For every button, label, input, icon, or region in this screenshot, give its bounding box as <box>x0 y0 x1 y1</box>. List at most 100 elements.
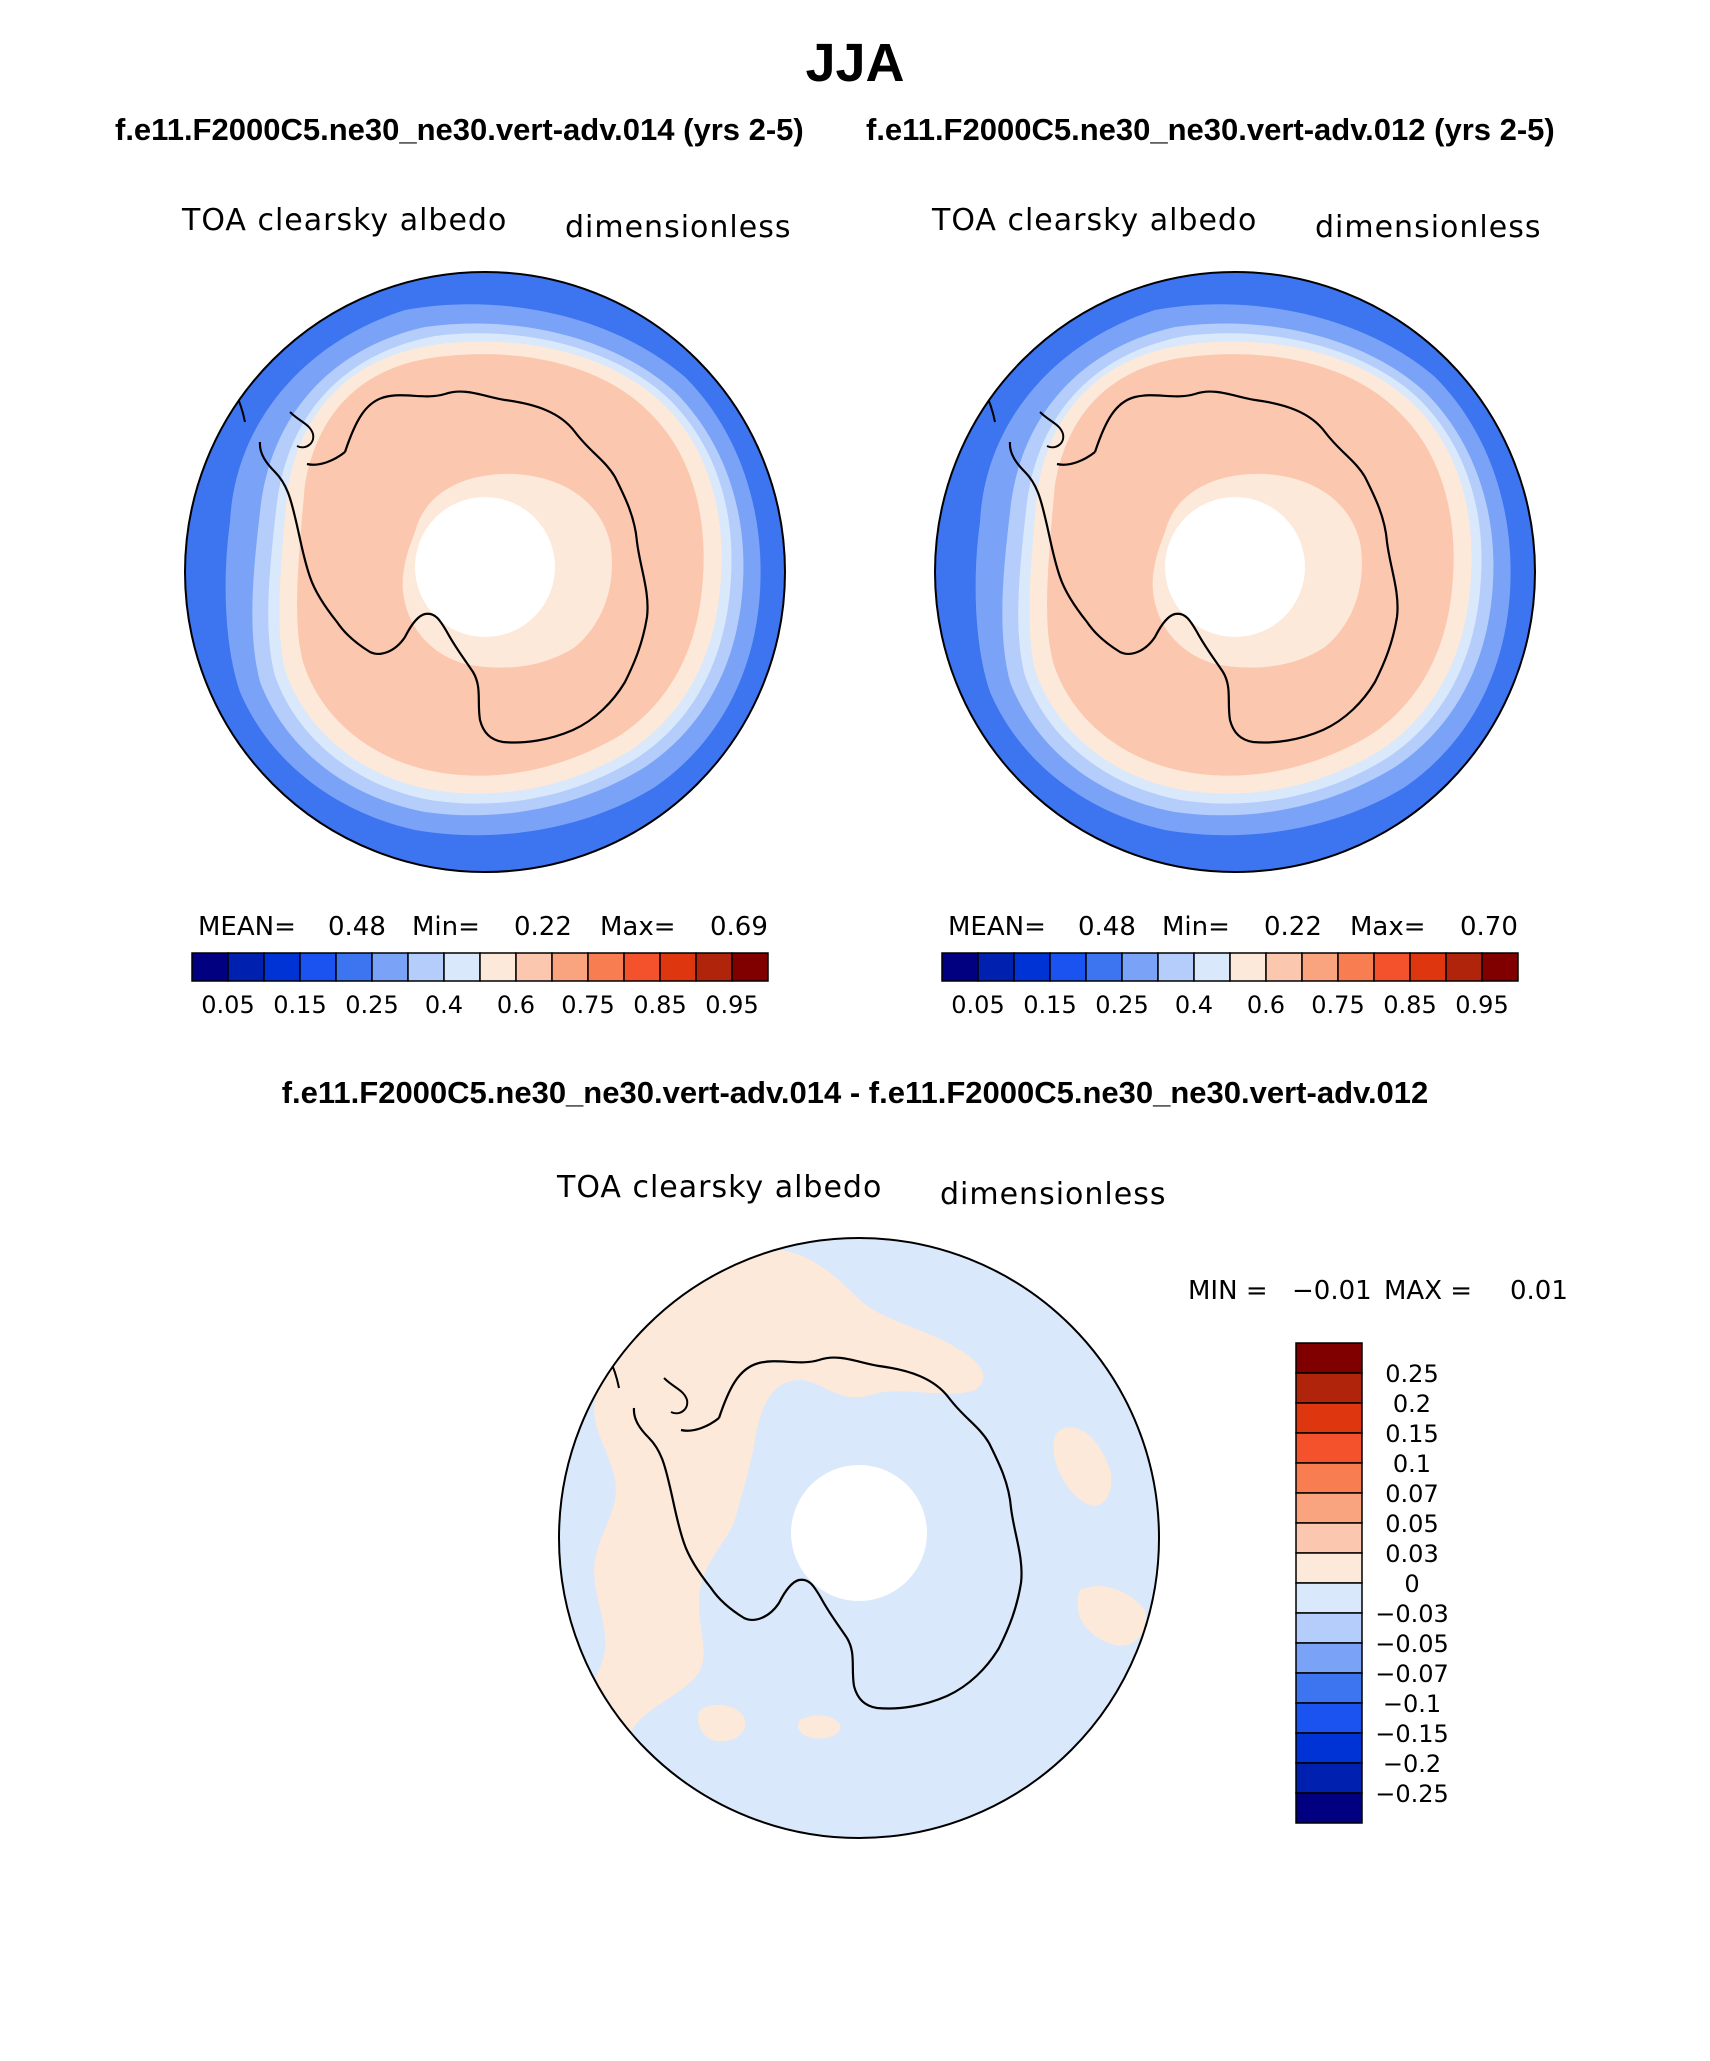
diff-colorbar-swatch <box>1295 1342 1363 1374</box>
right-colorbar-swatch <box>1085 952 1123 982</box>
diff-variable-label: TOA clearsky albedo <box>557 1170 883 1205</box>
left-colorbar-tick-label: 0.4 <box>425 991 463 1019</box>
diff-case-title: f.e11.F2000C5.ne30_ne30.vert-adv.014 - f… <box>281 1075 1429 1110</box>
right-colorbar-swatch <box>1265 952 1303 982</box>
left-colorbar-swatch <box>659 952 697 982</box>
left-colorbar-swatch <box>191 952 229 982</box>
right-min-label: Min= <box>1162 912 1230 942</box>
figure-title: JJA <box>805 33 905 93</box>
left-colorbar-swatch <box>587 952 625 982</box>
left-colorbar-tick-label: 0.75 <box>561 991 614 1019</box>
right-colorbar-swatch <box>1301 952 1339 982</box>
diff-colorbar-swatch <box>1295 1642 1363 1674</box>
right-colorbar-swatch <box>1121 952 1159 982</box>
diff-colorbar-tick-label: −0.07 <box>1375 1660 1449 1688</box>
diff-colorbar: 0.250.20.150.10.070.050.030−0.03−0.05−0.… <box>1295 1342 1449 1824</box>
left-min-value: 0.22 <box>514 912 572 942</box>
left-colorbar-swatch <box>263 952 301 982</box>
left-colorbar-swatch <box>479 952 517 982</box>
diff-colorbar-swatch <box>1295 1372 1363 1404</box>
right-variable-label: TOA clearsky albedo <box>932 203 1258 238</box>
left-colorbar-swatch <box>551 952 589 982</box>
diff-polar-map <box>558 1237 1160 1839</box>
diff-max-value: 0.01 <box>1510 1276 1568 1306</box>
right-max-label: Max= <box>1350 912 1426 942</box>
right-colorbar-tick-label: 0.4 <box>1175 991 1213 1019</box>
diff-colorbar-swatch <box>1295 1402 1363 1434</box>
diff-colorbar-swatch <box>1295 1672 1363 1704</box>
left-mean-label: MEAN= <box>198 912 296 942</box>
right-colorbar-swatch <box>1373 952 1411 982</box>
left-polar-map <box>184 271 786 873</box>
right-colorbar-swatch <box>1157 952 1195 982</box>
left-colorbar-swatch <box>443 952 481 982</box>
diff-colorbar-tick-label: 0.1 <box>1393 1450 1431 1478</box>
right-max-value: 0.70 <box>1460 912 1518 942</box>
right-case-title: f.e11.F2000C5.ne30_ne30.vert-adv.012 (yr… <box>866 112 1555 147</box>
left-colorbar-swatch <box>515 952 553 982</box>
diff-colorbar-tick-label: 0.07 <box>1385 1480 1438 1508</box>
right-colorbar-swatch <box>1229 952 1267 982</box>
diff-colorbar-swatch <box>1295 1432 1363 1464</box>
right-colorbar-swatch <box>1481 952 1519 982</box>
right-colorbar-swatch <box>1409 952 1447 982</box>
left-case-title: f.e11.F2000C5.ne30_ne30.vert-adv.014 (yr… <box>115 112 804 147</box>
diff-colorbar-tick-label: 0 <box>1404 1570 1419 1598</box>
left-colorbar-tick-label: 0.6 <box>497 991 535 1019</box>
left-colorbar-tick-label: 0.05 <box>201 991 254 1019</box>
right-colorbar-swatch <box>941 952 979 982</box>
diff-colorbar-tick-label: −0.03 <box>1375 1600 1449 1628</box>
left-colorbar-swatch <box>623 952 661 982</box>
left-min-label: Min= <box>412 912 480 942</box>
diff-colorbar-swatch <box>1295 1612 1363 1644</box>
right-colorbar-tick-label: 0.6 <box>1247 991 1285 1019</box>
diff-colorbar-tick-label: 0.2 <box>1393 1390 1431 1418</box>
diff-colorbar-swatch <box>1295 1582 1363 1614</box>
diff-colorbar-tick-label: 0.25 <box>1385 1360 1438 1388</box>
left-units-label: dimensionless <box>565 210 792 245</box>
left-max-label: Max= <box>600 912 676 942</box>
left-max-value: 0.69 <box>710 912 768 942</box>
diff-colorbar-swatch <box>1295 1492 1363 1524</box>
right-colorbar: 0.05 0.15 0.25 0.4 0.6 0.75 0.85 0.95 <box>941 952 1519 1019</box>
right-polar-map <box>934 271 1536 873</box>
diff-colorbar-swatch <box>1295 1762 1363 1794</box>
left-colorbar-tick-label: 0.85 <box>633 991 686 1019</box>
diff-colorbar-tick-label: 0.03 <box>1385 1540 1438 1568</box>
diff-colorbar-tick-label: −0.1 <box>1383 1690 1441 1718</box>
diff-colorbar-tick-label: 0.15 <box>1385 1420 1438 1448</box>
left-colorbar-swatch <box>227 952 265 982</box>
right-colorbar-tick-label: 0.85 <box>1383 991 1436 1019</box>
right-mean-label: MEAN= <box>948 912 1046 942</box>
diff-colorbar-swatch <box>1295 1462 1363 1494</box>
diff-colorbar-swatch <box>1295 1732 1363 1764</box>
right-colorbar-swatch <box>977 952 1015 982</box>
diff-colorbar-swatch <box>1295 1522 1363 1554</box>
left-colorbar-swatch <box>371 952 409 982</box>
left-colorbar-swatch <box>335 952 373 982</box>
diff-units-label: dimensionless <box>940 1177 1167 1212</box>
diff-min-label: MIN = <box>1188 1276 1268 1306</box>
right-colorbar-swatch <box>1193 952 1231 982</box>
diff-colorbar-swatch <box>1295 1552 1363 1584</box>
right-colorbar-tick-label: 0.95 <box>1455 991 1508 1019</box>
diff-colorbar-tick-label: 0.05 <box>1385 1510 1438 1538</box>
right-colorbar-tick-label: 0.05 <box>951 991 1004 1019</box>
right-units-label: dimensionless <box>1315 210 1542 245</box>
left-colorbar-swatch <box>299 952 337 982</box>
right-colorbar-tick-label: 0.75 <box>1311 991 1364 1019</box>
left-colorbar-tick-label: 0.95 <box>705 991 758 1019</box>
diff-min-value: −0.01 <box>1292 1276 1372 1306</box>
right-min-value: 0.22 <box>1264 912 1322 942</box>
right-colorbar-swatch <box>1445 952 1483 982</box>
right-colorbar-tick-label: 0.25 <box>1095 991 1148 1019</box>
left-mean-value: 0.48 <box>328 912 386 942</box>
right-colorbar-tick-label: 0.15 <box>1023 991 1076 1019</box>
right-colorbar-swatch <box>1049 952 1087 982</box>
diff-colorbar-tick-label: −0.15 <box>1375 1720 1449 1748</box>
left-colorbar-tick-label: 0.25 <box>345 991 398 1019</box>
diff-max-label: MAX = <box>1384 1276 1473 1306</box>
left-colorbar-tick-label: 0.15 <box>273 991 326 1019</box>
diff-colorbar-tick-label: −0.25 <box>1375 1780 1449 1808</box>
